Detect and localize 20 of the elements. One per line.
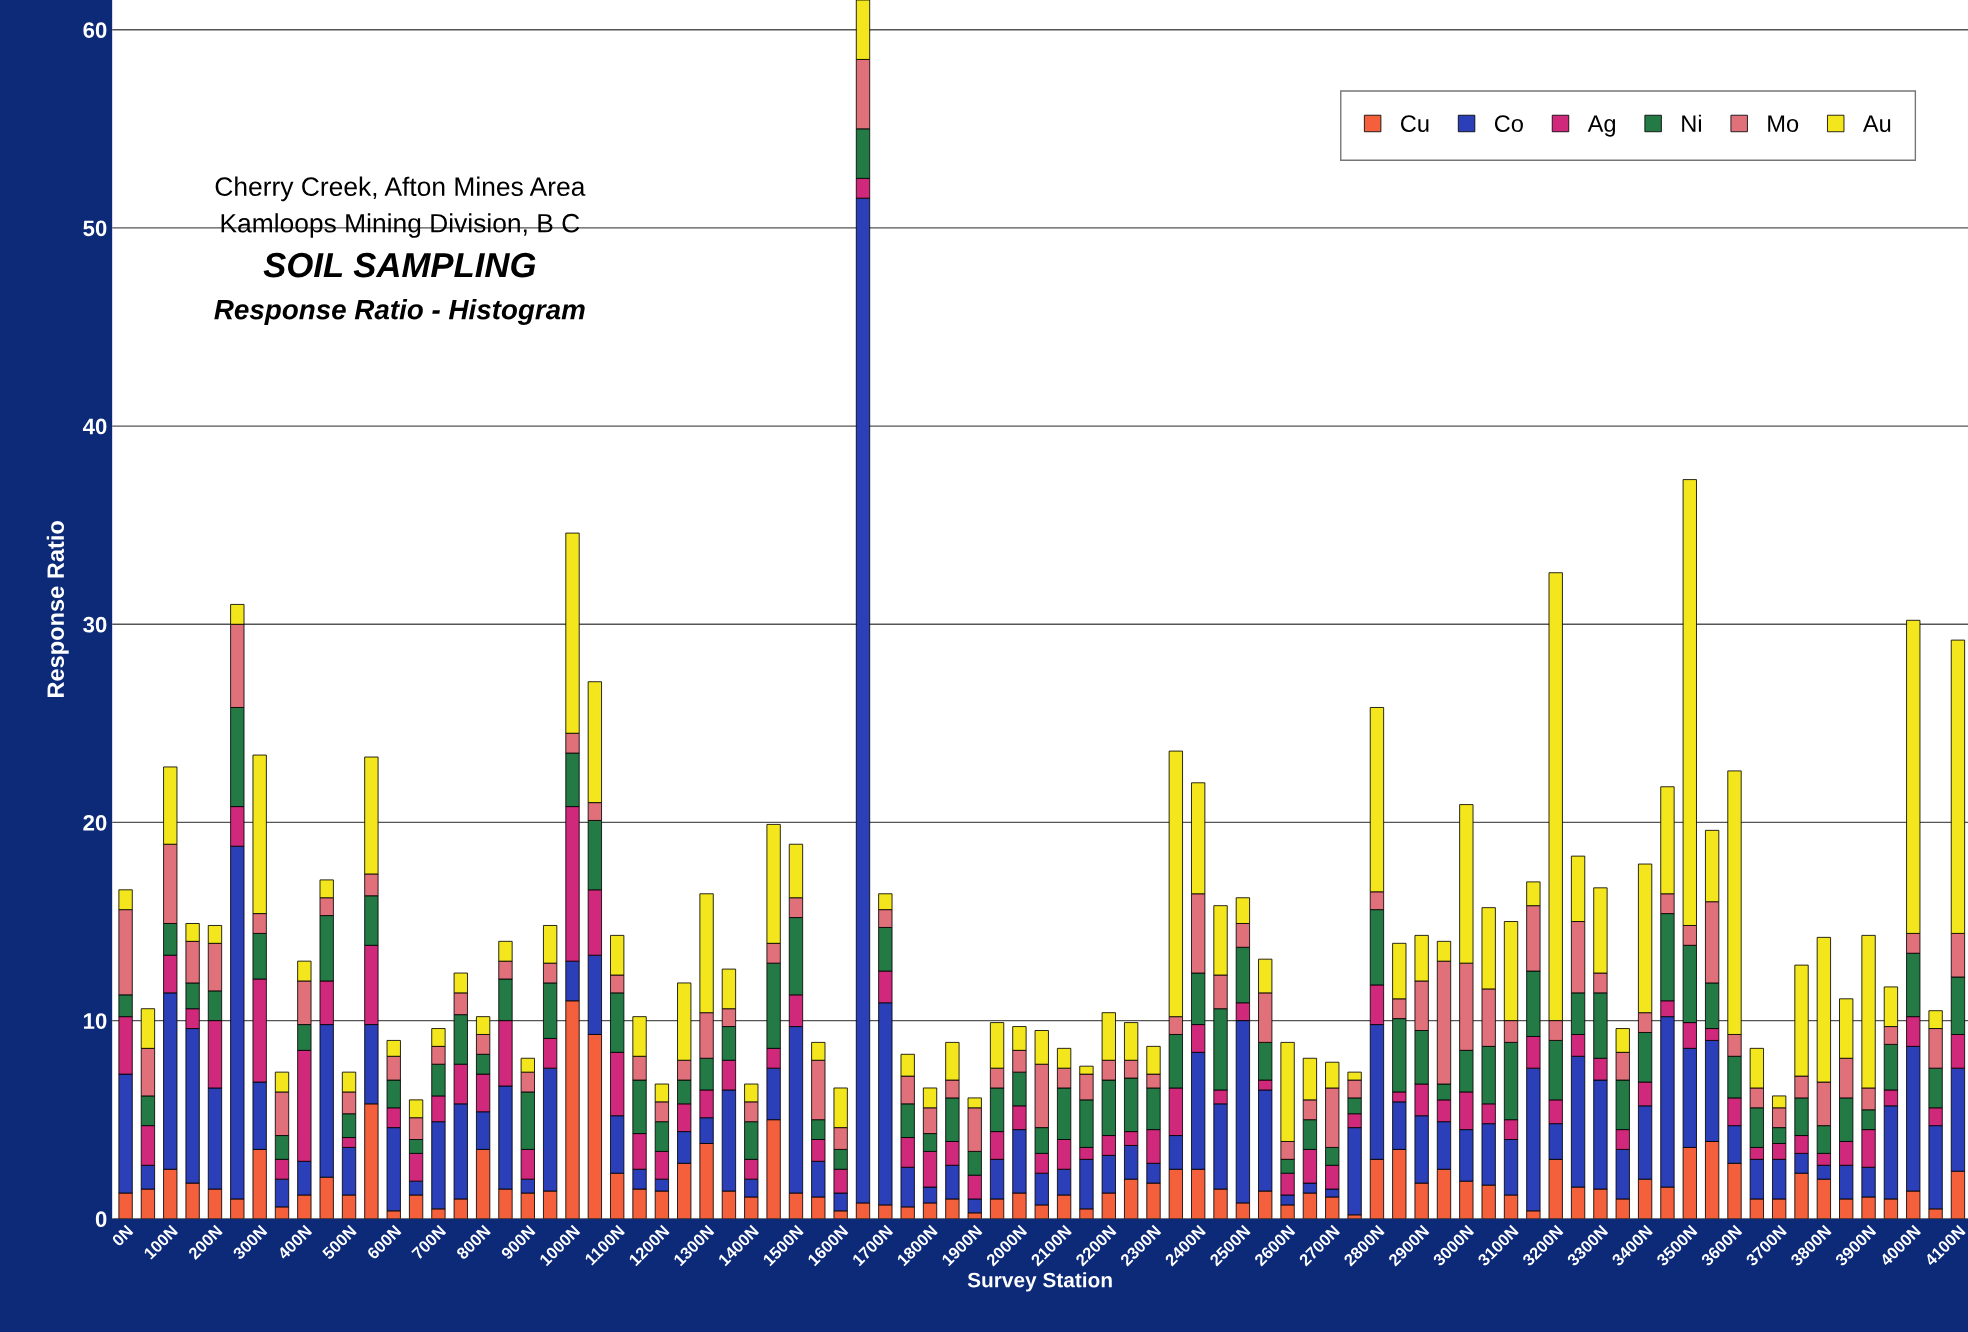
annotation: Cherry Creek, Afton Mines Area: [215, 176, 586, 202]
x-axis-title: Survey Station: [967, 1272, 1112, 1292]
legend-label: Co: [1494, 115, 1523, 132]
y-tick-label: 0: [95, 1211, 107, 1228]
y-tick-label: 30: [83, 616, 107, 633]
text: Response Ratio - Histogram: [214, 299, 585, 325]
legend-label: Ni: [1682, 114, 1701, 132]
y-tick-label: 60: [83, 22, 107, 38]
y-tick-label: 10: [84, 1013, 107, 1029]
y-tick-label: 20: [83, 814, 107, 831]
y-tick-label: 50: [83, 220, 107, 237]
legend-label: Mo: [1768, 115, 1799, 132]
legend-label: Cu: [1400, 115, 1429, 132]
y-tick-label: 40: [82, 418, 107, 435]
text: SOIL SAMPLING: [263, 252, 536, 278]
x-tick-label: 0N: [111, 1224, 134, 1247]
legend-label: Au: [1862, 115, 1891, 132]
y-axis-title: Response Ratio: [46, 521, 69, 698]
annotation: Kamloops Mining Division, B C: [221, 213, 580, 238]
legend-label: Ag: [1587, 115, 1616, 137]
